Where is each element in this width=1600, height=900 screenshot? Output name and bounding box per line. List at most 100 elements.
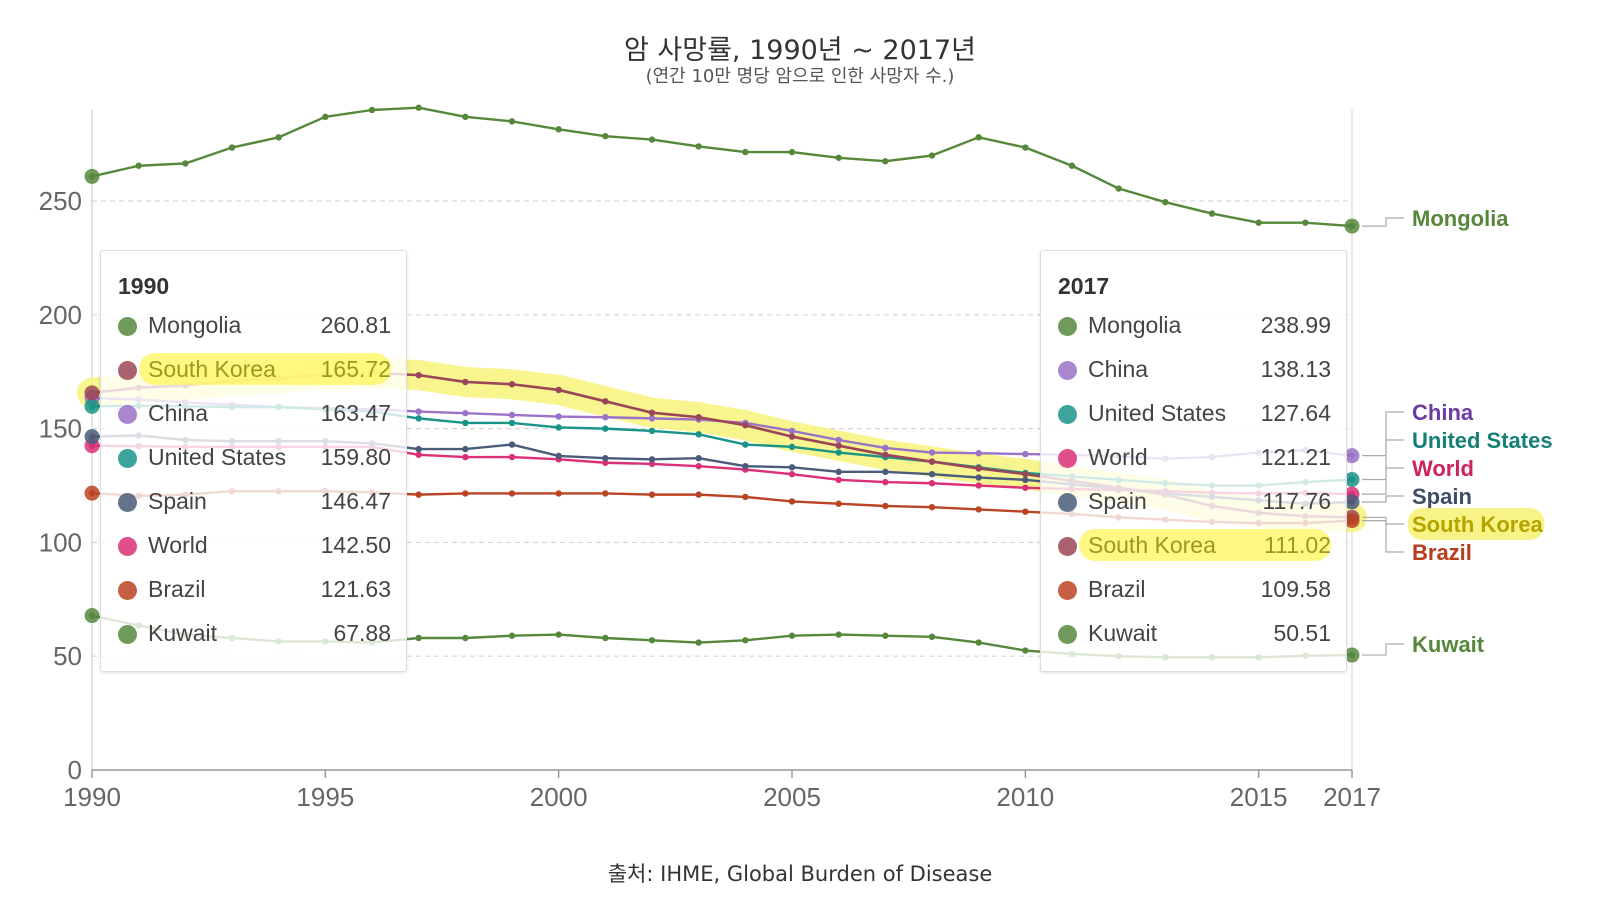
data-point-brazil [555,490,562,497]
data-point-mongolia [228,144,236,151]
tooltip-entity-name: South Korea [1088,532,1216,558]
tooltip-entity-value: 117.76 [1262,488,1331,514]
data-point-mongolia [462,113,469,121]
tooltip-entity-value: 238.99 [1260,312,1331,338]
data-point-south-korea [555,386,562,394]
tooltip-row: China 138.13 [1055,353,1335,387]
data-point-kuwait [882,632,889,639]
leader-line-china [1362,411,1404,457]
data-point-united-states [602,425,609,432]
tooltip-row: Kuwait 50.51 [1055,617,1335,651]
tooltip-row-highlight [1079,529,1331,561]
data-point-brazil [462,490,469,497]
data-point-south-korea [882,451,889,458]
data-point-china [882,444,889,452]
x-tick-label: 2015 [1230,782,1288,812]
data-point-spain [648,456,656,463]
end-label-world: World [1412,456,1474,481]
data-point-china [788,427,796,435]
data-point-spain [695,455,702,462]
data-point-mongolia [368,106,376,114]
data-point-china [835,436,842,444]
tooltip-entity-value: 121.63 [320,576,391,602]
data-point-brazil [882,502,889,510]
tooltip-color-dot [1058,405,1077,424]
x-tick-label: 2010 [996,782,1054,812]
data-point-mongolia [742,148,749,156]
data-point-brazil [975,506,982,513]
tooltip-row: World 142.50 [115,529,395,563]
data-point-spain [928,470,936,478]
data-point-china [602,414,609,421]
data-point-south-korea [1022,470,1029,478]
tooltip-row: Mongolia 238.99 [1055,309,1335,343]
end-label-brazil: Brazil [1412,540,1472,565]
tooltip-entity-name: United States [148,444,287,470]
data-point-world [882,478,889,486]
data-point-world [648,460,656,468]
data-point-spain [975,474,982,481]
start-marker-kuwait [84,608,100,624]
tooltip-entity-name: Brazil [148,576,206,602]
data-point-mongolia [1302,219,1309,226]
tooltip-color-dot [118,581,137,600]
data-point-united-states [462,419,469,427]
data-point-china [462,409,469,417]
tooltip-entity-name: China [148,400,209,426]
data-point-mongolia [1255,219,1262,226]
tooltip-row: South Korea 165.72 [115,353,395,387]
tooltip-entity-name: World [148,532,208,558]
data-point-kuwait [742,637,749,644]
end-marker-spain [1344,494,1360,510]
data-point-mongolia [1068,162,1076,169]
data-point-world [508,453,516,461]
tooltip-color-dot [1058,537,1077,556]
end-marker-kuwait [1344,647,1360,663]
tooltip-color-dot [118,361,137,380]
y-tick-label: 0 [68,755,82,785]
tooltip-row: South Korea 111.02 [1055,529,1335,563]
end-label-united-states: United States [1412,428,1553,453]
data-point-mongolia [508,118,516,125]
data-point-south-korea [508,381,516,388]
data-point-world [975,482,982,489]
end-label-mongolia: Mongolia [1412,206,1509,231]
data-point-brazil [1022,508,1029,515]
data-point-kuwait [462,634,469,642]
tooltip-entity-name: China [1088,356,1149,382]
tooltip-row: United States 159.80 [115,441,395,475]
x-tick-label: 2005 [763,782,821,812]
data-point-south-korea [602,398,609,405]
data-point-kuwait [928,633,936,641]
tooltip-row-highlight [139,353,391,385]
data-point-mongolia [322,113,329,121]
x-tick-label: 1990 [63,782,121,812]
data-point-south-korea [462,378,469,386]
data-point-kuwait [695,639,702,646]
data-point-china [1022,450,1029,458]
data-point-kuwait [835,631,842,638]
end-label-spain: Spain [1412,484,1472,509]
tooltip-color-dot [118,625,137,644]
start-marker-mongolia [84,168,100,184]
tooltip-entity-value: 111.02 [1264,532,1331,558]
data-point-mongolia [975,134,982,141]
tooltip-entity-value: 109.58 [1260,576,1331,602]
tooltip-entity-value: 165.72 [320,356,391,382]
tooltip-row: World 121.21 [1055,441,1335,475]
tooltip-row: Kuwait 67.88 [115,617,395,651]
tooltip-row: Brazil 121.63 [115,573,395,607]
data-point-world [1022,484,1029,491]
y-tick-label: 200 [39,300,82,330]
data-point-china [415,408,422,415]
data-point-south-korea [928,458,936,465]
tooltip-1990: 1990 Mongolia 260.81 South Korea 165.72 Chin… [100,250,407,672]
tooltip-entity-value: 138.13 [1260,356,1331,382]
data-point-brazil [835,500,842,507]
tooltip-entity-name: Mongolia [148,312,242,338]
data-point-world [695,462,702,470]
data-point-spain [415,445,422,453]
data-point-mongolia [135,162,142,169]
data-point-world [415,451,422,458]
data-point-kuwait [648,637,656,644]
